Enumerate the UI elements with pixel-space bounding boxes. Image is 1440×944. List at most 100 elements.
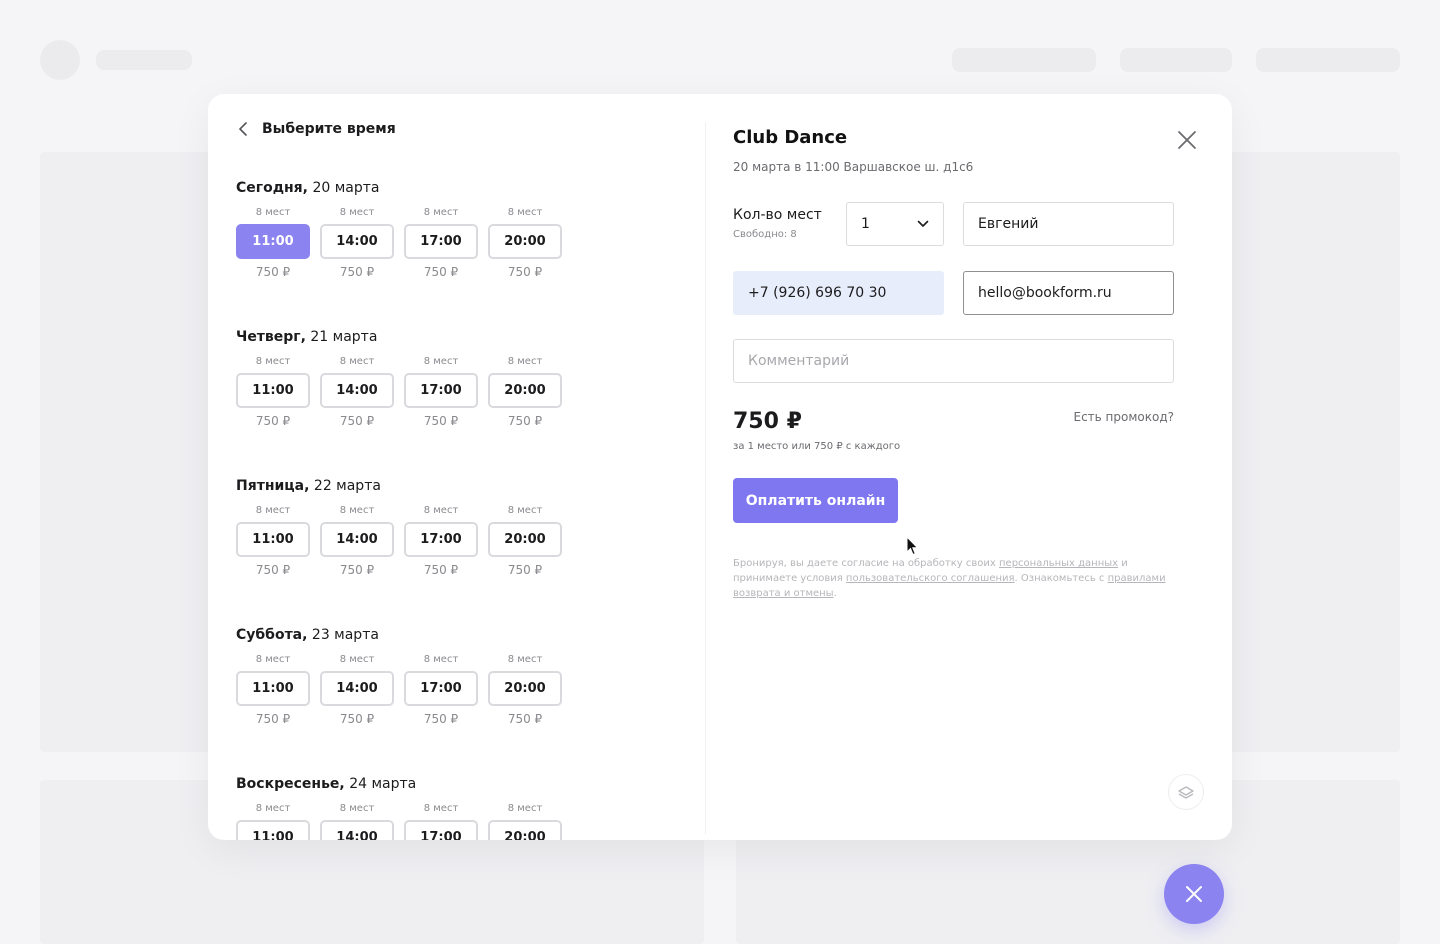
close-button[interactable]: [1175, 128, 1199, 152]
time-slot-button[interactable]: 20:00: [488, 671, 562, 706]
slot-price: 750 ₽: [423, 563, 459, 577]
slot-seats: 8 мест: [255, 803, 291, 814]
time-slot: 8 мест 14:00 750 ₽: [320, 356, 394, 428]
time-slot-button[interactable]: 11:00: [236, 224, 310, 259]
bookform-logo-icon: [1178, 786, 1194, 799]
time-slot-button[interactable]: 14:00: [320, 224, 394, 259]
booking-form-panel: Club Dance 20 марта в 11:00 Варшавское ш…: [733, 94, 1232, 840]
day-heading: Воскресенье, 24 марта: [236, 775, 562, 793]
chevron-down-icon: [917, 220, 929, 227]
slot-seats: 8 мест: [255, 505, 291, 516]
slot-seats: 8 мест: [255, 356, 291, 367]
slot-price: 750 ₽: [255, 265, 291, 279]
seats-select[interactable]: 1: [846, 202, 944, 246]
total-price: 750 ₽: [733, 409, 802, 434]
slot-seats: 8 мест: [339, 207, 375, 218]
time-slot-button[interactable]: 11:00: [236, 671, 310, 706]
time-slot-button[interactable]: 17:00: [404, 224, 478, 259]
day-date: 24 марта: [349, 776, 417, 792]
time-slot-button[interactable]: 14:00: [320, 373, 394, 408]
time-slot-button[interactable]: 17:00: [404, 671, 478, 706]
time-slot-button[interactable]: 11:00: [236, 373, 310, 408]
day-heading: Четверг, 21 марта: [236, 328, 562, 346]
time-slot-button[interactable]: 11:00: [236, 820, 310, 840]
time-slot-button[interactable]: 17:00: [404, 522, 478, 557]
time-slot: 8 мест 20:00 750 ₽: [488, 505, 562, 577]
legal-text: и принимаете условия: [733, 558, 1128, 584]
time-slot-button[interactable]: 20:00: [488, 224, 562, 259]
time-slot-button[interactable]: 14:00: [320, 820, 394, 840]
time-slot-button[interactable]: 14:00: [320, 671, 394, 706]
time-slot-row: 8 мест 11:00 750 ₽ 8 мест 14:00 750 ₽ 8 мест 17…: [236, 207, 562, 279]
time-slot: 8 мест 17:00 750 ₽: [404, 207, 478, 279]
close-icon: [1178, 131, 1196, 149]
promo-code-link[interactable]: Есть промокод?: [1073, 410, 1174, 424]
seats-label: Кол-во мест: [733, 207, 822, 223]
personal-data-link[interactable]: персональных данных: [999, 558, 1119, 569]
chevron-left-icon: [239, 122, 247, 136]
time-slot-button[interactable]: 17:00: [404, 820, 478, 840]
panel-title: Выберите время: [262, 121, 396, 137]
background-nav-placeholder: [1120, 48, 1232, 72]
time-slot-button[interactable]: 17:00: [404, 373, 478, 408]
day-name: Сегодня,: [236, 180, 308, 196]
slot-price: 750 ₽: [255, 563, 291, 577]
day-name: Четверг,: [236, 329, 306, 345]
pay-online-button[interactable]: Оплатить онлайн: [733, 478, 898, 523]
slot-price: 750 ₽: [339, 414, 375, 428]
total-price-note: за 1 место или 750 ₽ с каждого: [733, 441, 901, 452]
time-slot-button[interactable]: 20:00: [488, 373, 562, 408]
back-button[interactable]: [234, 119, 252, 139]
legal-text: . Ознакомьтесь с: [1014, 573, 1108, 584]
refund-rules-link[interactable]: правилами возврата и отмены: [733, 573, 1166, 599]
slot-seats: 8 мест: [339, 356, 375, 367]
slot-seats: 8 мест: [255, 207, 291, 218]
day-name: Пятница,: [236, 478, 310, 494]
slot-price: 750 ₽: [507, 265, 543, 279]
time-slot: 8 мест 20:00 750 ₽: [488, 207, 562, 279]
panel-divider: [705, 122, 706, 834]
slot-seats: 8 мест: [339, 505, 375, 516]
slot-price: 750 ₽: [423, 265, 459, 279]
slot-seats: 8 мест: [507, 207, 543, 218]
close-widget-button[interactable]: [1164, 864, 1224, 924]
time-selection-panel: Выберите время Сегодня, 20 марта 8 мест 11…: [208, 94, 706, 840]
legal-disclaimer: Бронируя, вы даете согласие на обработку…: [733, 556, 1178, 601]
time-slot: 8 мест 11:00 750 ₽: [236, 207, 310, 279]
slot-seats: 8 мест: [339, 803, 375, 814]
background-title-placeholder: [96, 50, 192, 70]
slot-price: 750 ₽: [339, 265, 375, 279]
slot-price: 750 ₽: [423, 414, 459, 428]
slot-seats: 8 мест: [255, 654, 291, 665]
time-slot-button[interactable]: 20:00: [488, 820, 562, 840]
email-field[interactable]: hello@bookform.ru: [963, 271, 1174, 315]
time-slot-button[interactable]: 20:00: [488, 522, 562, 557]
day-date: 22 марта: [313, 478, 381, 494]
slot-seats: 8 мест: [507, 505, 543, 516]
time-slot-button[interactable]: 11:00: [236, 522, 310, 557]
phone-field[interactable]: +7 (926) 696 70 30: [733, 271, 944, 315]
slot-price: 750 ₽: [255, 712, 291, 726]
comment-field[interactable]: Комментарий: [733, 339, 1174, 383]
day-group: Сегодня, 20 марта 8 мест 11:00 750 ₽ 8 мест 1…: [236, 179, 562, 279]
name-field[interactable]: Евгений: [963, 202, 1174, 246]
day-name: Воскресенье,: [236, 776, 345, 792]
slot-seats: 8 мест: [423, 207, 459, 218]
day-date: 21 марта: [310, 329, 378, 345]
time-slot-button[interactable]: 14:00: [320, 522, 394, 557]
day-heading: Пятница, 22 марта: [236, 477, 562, 495]
bookform-badge[interactable]: [1168, 774, 1204, 810]
mouse-cursor-icon: [906, 536, 919, 556]
user-agreement-link[interactable]: пользовательского соглашения: [845, 573, 1015, 584]
legal-text: Бронируя, вы даете согласие на обработку…: [733, 558, 999, 569]
slot-price: 750 ₽: [255, 414, 291, 428]
